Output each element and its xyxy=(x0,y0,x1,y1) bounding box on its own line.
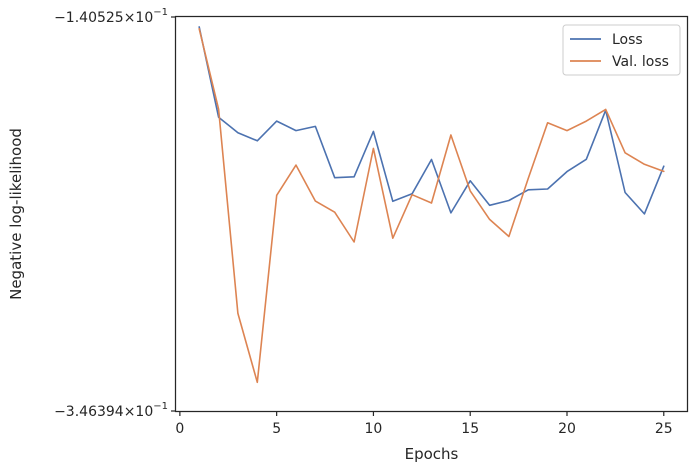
x-tick-label: 5 xyxy=(272,421,281,437)
x-tick-label: 20 xyxy=(558,421,576,437)
y-tick-label: −1.40525×10−1 xyxy=(54,7,168,26)
x-tick-label: 15 xyxy=(461,421,479,437)
x-axis: 0 5 10 15 20 25 xyxy=(175,411,673,437)
plot-content xyxy=(198,26,665,384)
axes-frame xyxy=(174,15,689,413)
legend-label-2: Val. loss xyxy=(612,54,669,70)
x-tick-label: 0 xyxy=(175,421,184,437)
legend-box xyxy=(562,24,681,76)
x-axis-title: Epochs xyxy=(405,445,459,463)
x-tick-label: 10 xyxy=(365,421,383,437)
y-axis-title: Negative log-likelihood xyxy=(7,128,25,300)
y-tick-label: −3.46394×10−1 xyxy=(54,401,168,420)
series-line-1 xyxy=(198,26,665,215)
y-axis: −1.40525×10−1 −3.46394×10−1 xyxy=(54,7,176,420)
series-line-2 xyxy=(198,27,665,384)
x-tick-label: 25 xyxy=(655,421,673,437)
legend: Loss Val. loss xyxy=(562,24,681,76)
legend-label-1: Loss xyxy=(612,32,643,48)
